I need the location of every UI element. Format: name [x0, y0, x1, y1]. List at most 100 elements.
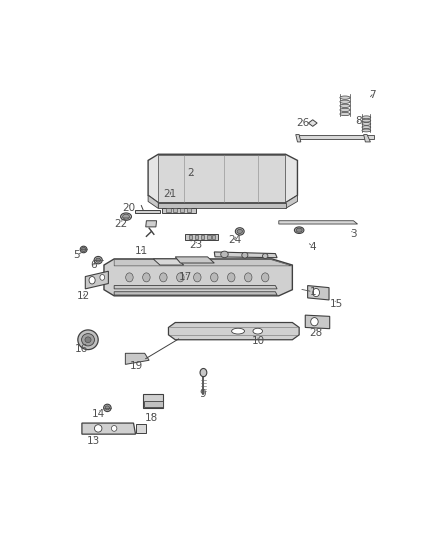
Ellipse shape [96, 258, 101, 262]
Ellipse shape [85, 337, 91, 343]
Text: 14: 14 [92, 409, 106, 418]
Ellipse shape [261, 273, 269, 282]
Polygon shape [308, 120, 317, 126]
Polygon shape [305, 315, 330, 329]
Ellipse shape [194, 273, 201, 282]
Ellipse shape [294, 227, 304, 233]
Text: 3: 3 [350, 229, 357, 239]
Ellipse shape [94, 256, 102, 264]
Text: 15: 15 [330, 299, 343, 309]
Ellipse shape [232, 328, 244, 334]
Ellipse shape [242, 252, 248, 258]
Ellipse shape [89, 277, 95, 284]
Bar [136, 424, 146, 433]
Ellipse shape [362, 116, 371, 119]
Polygon shape [114, 286, 277, 289]
Ellipse shape [340, 108, 350, 111]
Ellipse shape [362, 129, 371, 132]
Ellipse shape [200, 368, 207, 377]
Text: 6: 6 [91, 260, 97, 270]
Text: 8: 8 [355, 116, 362, 126]
Polygon shape [148, 154, 297, 203]
Ellipse shape [296, 228, 302, 232]
Polygon shape [185, 235, 218, 240]
Bar [201, 235, 205, 239]
Text: 16: 16 [75, 344, 88, 354]
Ellipse shape [340, 96, 350, 99]
Ellipse shape [143, 273, 150, 282]
Text: 21: 21 [163, 189, 177, 199]
Text: 17: 17 [179, 272, 192, 282]
Text: 11: 11 [134, 246, 148, 256]
Text: 13: 13 [87, 435, 100, 446]
Bar [180, 208, 184, 212]
Ellipse shape [81, 247, 86, 252]
Ellipse shape [362, 123, 371, 125]
Polygon shape [153, 259, 184, 265]
Ellipse shape [81, 334, 95, 346]
Ellipse shape [237, 229, 243, 233]
Bar [173, 208, 177, 212]
Ellipse shape [340, 104, 350, 108]
Bar [143, 394, 163, 408]
Ellipse shape [159, 273, 167, 282]
Ellipse shape [311, 318, 318, 326]
Polygon shape [104, 259, 293, 296]
Ellipse shape [362, 126, 371, 128]
Polygon shape [286, 195, 297, 208]
Polygon shape [114, 292, 277, 295]
Polygon shape [144, 401, 163, 407]
Bar [195, 235, 198, 239]
Ellipse shape [95, 425, 102, 432]
Ellipse shape [235, 228, 244, 235]
Polygon shape [134, 209, 160, 213]
Polygon shape [299, 134, 374, 139]
Polygon shape [169, 322, 299, 340]
Ellipse shape [100, 274, 105, 280]
Bar [189, 235, 192, 239]
Polygon shape [214, 252, 277, 257]
Polygon shape [279, 221, 357, 224]
Ellipse shape [340, 100, 350, 103]
Ellipse shape [227, 273, 235, 282]
Ellipse shape [362, 119, 371, 122]
Polygon shape [146, 221, 156, 227]
Ellipse shape [262, 254, 268, 259]
Ellipse shape [244, 273, 252, 282]
Text: 20: 20 [122, 204, 135, 213]
Ellipse shape [313, 288, 320, 297]
Polygon shape [296, 134, 301, 142]
Text: 18: 18 [145, 413, 158, 423]
Bar [212, 235, 215, 239]
Text: 4: 4 [309, 241, 316, 252]
Text: 1: 1 [309, 287, 316, 297]
Ellipse shape [105, 406, 110, 410]
Polygon shape [125, 353, 149, 365]
Bar [166, 208, 170, 212]
Text: 9: 9 [199, 389, 206, 399]
Ellipse shape [120, 213, 131, 220]
Polygon shape [148, 195, 158, 208]
Ellipse shape [177, 273, 184, 282]
Ellipse shape [253, 328, 262, 334]
Text: 12: 12 [77, 291, 90, 301]
Ellipse shape [104, 404, 111, 411]
Polygon shape [364, 134, 371, 142]
Text: 22: 22 [114, 219, 127, 229]
Polygon shape [158, 203, 286, 208]
Polygon shape [307, 286, 329, 300]
Ellipse shape [340, 112, 350, 116]
Ellipse shape [78, 330, 98, 350]
Polygon shape [175, 257, 214, 263]
Text: 7: 7 [369, 90, 375, 100]
Ellipse shape [123, 214, 130, 219]
Polygon shape [162, 207, 196, 213]
Text: 23: 23 [189, 240, 202, 251]
Ellipse shape [221, 251, 228, 257]
Bar [187, 208, 191, 212]
Text: 26: 26 [296, 118, 309, 128]
Bar [207, 235, 211, 239]
Ellipse shape [111, 425, 117, 431]
Text: 10: 10 [252, 336, 265, 346]
Text: 2: 2 [187, 168, 194, 177]
